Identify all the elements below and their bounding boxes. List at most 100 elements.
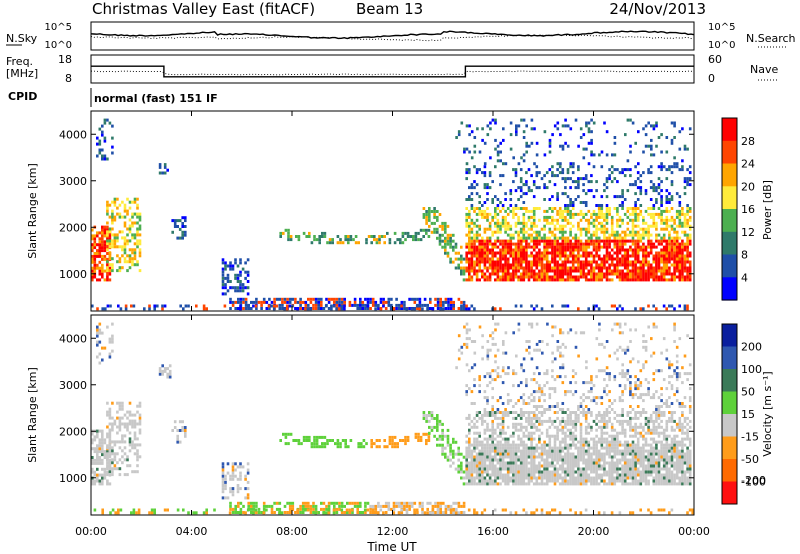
echo-cell bbox=[473, 431, 476, 435]
echo-cell bbox=[522, 266, 526, 270]
echo-cell bbox=[678, 242, 682, 246]
echo-cell bbox=[343, 307, 346, 311]
echo-cell bbox=[499, 242, 502, 246]
echo-cell bbox=[584, 278, 588, 282]
echo-cell bbox=[657, 452, 661, 456]
echo-cell bbox=[613, 245, 617, 249]
echo-cell bbox=[444, 511, 448, 514]
echo-cell bbox=[655, 227, 658, 231]
echo-cell bbox=[527, 461, 531, 465]
echo-cell bbox=[409, 235, 412, 238]
echo-cell bbox=[506, 446, 510, 450]
echo-cell bbox=[608, 168, 611, 172]
echo-cell bbox=[558, 278, 562, 282]
echo-cell bbox=[93, 237, 97, 241]
echo-cell bbox=[475, 260, 479, 264]
echo-cell bbox=[439, 297, 442, 301]
echo-cell bbox=[501, 207, 505, 210]
echo-cell bbox=[543, 215, 546, 219]
echo-cell bbox=[579, 269, 583, 273]
echo-cell bbox=[543, 263, 546, 267]
echo-cell bbox=[597, 212, 601, 216]
echo-cell bbox=[621, 218, 624, 222]
echo-cell bbox=[123, 245, 127, 249]
echo-cell bbox=[504, 449, 507, 453]
echo-cell bbox=[128, 431, 132, 435]
echo-cell bbox=[561, 230, 565, 234]
echo-cell bbox=[473, 461, 476, 465]
echo-cell bbox=[634, 467, 637, 471]
echo-cell bbox=[486, 133, 490, 137]
echo-cell bbox=[111, 239, 114, 243]
echo-cell bbox=[571, 476, 575, 480]
echo-cell bbox=[618, 233, 622, 237]
echo-cell bbox=[486, 251, 489, 255]
echo-cell bbox=[291, 507, 295, 511]
echo-cell bbox=[514, 260, 518, 264]
echo-cell bbox=[400, 501, 404, 505]
echo-cell bbox=[321, 445, 324, 449]
echo-cell bbox=[468, 266, 471, 270]
echo-cell bbox=[116, 467, 119, 471]
echo-cell bbox=[255, 300, 258, 304]
echo-cell bbox=[587, 236, 591, 240]
echo-cell bbox=[566, 464, 570, 468]
echo-cell bbox=[101, 249, 104, 253]
echo-cell bbox=[488, 263, 492, 267]
echo-cell bbox=[590, 461, 593, 465]
echo-cell bbox=[499, 443, 502, 447]
echo-cell bbox=[561, 245, 565, 249]
echo-cell bbox=[98, 444, 102, 448]
echo-cell bbox=[610, 446, 614, 450]
echo-cell bbox=[647, 171, 650, 175]
echo-cell bbox=[509, 147, 513, 151]
echo-cell bbox=[224, 477, 227, 481]
echo-cell bbox=[657, 449, 661, 453]
echo-cell bbox=[234, 289, 237, 293]
echo-cell bbox=[382, 300, 385, 304]
echo-cell bbox=[577, 473, 580, 477]
echo-cell bbox=[535, 455, 539, 459]
echo-cell bbox=[514, 275, 518, 279]
echo-cell bbox=[597, 254, 601, 258]
echo-cell bbox=[481, 458, 484, 462]
echo-cell bbox=[571, 224, 575, 228]
echo-cell bbox=[545, 251, 549, 255]
echo-cell bbox=[436, 215, 439, 219]
echo-cell bbox=[111, 334, 114, 338]
echo-cell bbox=[452, 260, 455, 264]
echo-cell bbox=[603, 464, 606, 468]
echo-cell bbox=[433, 213, 436, 216]
echo-cell bbox=[93, 438, 97, 442]
echo-cell bbox=[239, 477, 242, 481]
echo-cell bbox=[465, 473, 468, 477]
echo-cell bbox=[636, 230, 640, 234]
echo-cell bbox=[610, 470, 614, 474]
echo-cell bbox=[431, 504, 435, 508]
echo-cell bbox=[532, 307, 536, 311]
echo-cell bbox=[431, 511, 435, 514]
echo-cell bbox=[116, 416, 119, 420]
echo-cell bbox=[657, 458, 661, 462]
echo-cell bbox=[662, 233, 666, 237]
echo-cell bbox=[136, 215, 139, 219]
echo-cell bbox=[579, 233, 583, 237]
echo-cell bbox=[257, 507, 261, 511]
echo-cell bbox=[522, 467, 526, 471]
echo-cell bbox=[136, 230, 139, 234]
echo-cell bbox=[279, 231, 282, 235]
echo-cell bbox=[662, 248, 666, 252]
echo-cell bbox=[610, 227, 614, 231]
echo-cell bbox=[636, 257, 640, 261]
echo-cell bbox=[101, 243, 104, 247]
echo-cell bbox=[270, 504, 274, 508]
echo-cell bbox=[417, 439, 420, 442]
echo-cell bbox=[457, 257, 460, 261]
echo-cell bbox=[527, 455, 531, 459]
echo-cell bbox=[678, 482, 682, 486]
echo-cell bbox=[603, 245, 606, 249]
echo-cell bbox=[532, 209, 536, 213]
echo-cell bbox=[688, 449, 692, 453]
echo-cell bbox=[133, 233, 137, 237]
echo-cell bbox=[553, 248, 557, 252]
